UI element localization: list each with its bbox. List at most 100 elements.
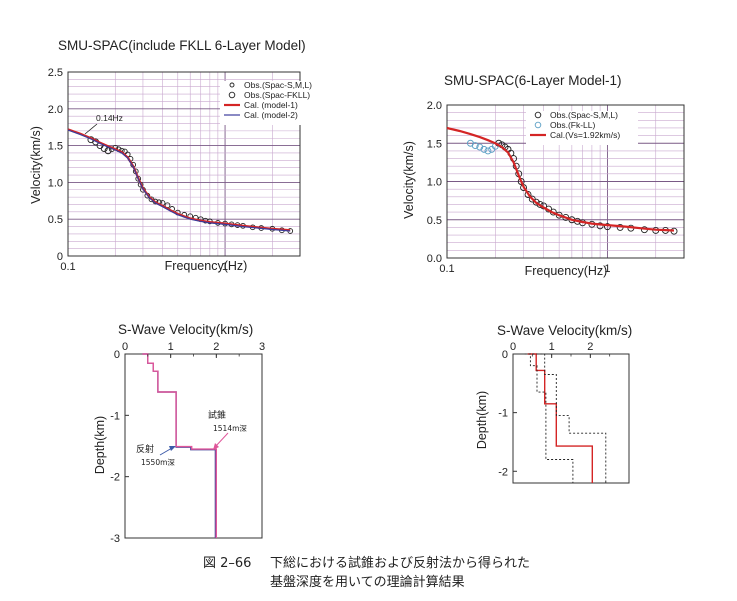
y-tick-label: 2.0 xyxy=(48,104,63,116)
x-tick-label: 1 xyxy=(604,263,610,275)
x-tick-label: 1 xyxy=(168,341,174,353)
legend-label: Cal. (model-2) xyxy=(244,110,298,120)
data-point xyxy=(484,147,492,155)
y-tick-label: -2 xyxy=(110,472,120,484)
x-tick-label: 2 xyxy=(587,341,593,353)
chart-1-ylabel: Velocity(km/s) xyxy=(29,126,43,204)
y-tick-label: -1 xyxy=(498,408,508,420)
annotation-arrow xyxy=(84,123,98,135)
chart-2-legend: Obs.(Spac-S,M,L)Obs.(Fk-LL)Cal.(Vs=1.92k… xyxy=(526,110,638,145)
arrowhead-blue xyxy=(169,446,176,451)
chart-4-ylabel: Depth(km) xyxy=(475,391,489,449)
y-tick-label: 1.0 xyxy=(427,177,442,189)
bound-profile-line xyxy=(532,353,607,483)
y-tick-label: -2 xyxy=(498,466,508,478)
legend-label: Obs.(Fk-LL) xyxy=(550,120,596,130)
legend-swatch xyxy=(534,121,542,129)
chart-1-legend: Obs.(Spac-S,M,L)Obs.(Spac-FKLL)Cal. (mod… xyxy=(220,80,334,125)
x-tick-label: 0.1 xyxy=(439,263,454,275)
legend-swatch xyxy=(228,91,236,99)
swave-chart-2: S-Wave Velocity(km/s) 0 1 2 0 -1 -2 Depth(km) xyxy=(475,323,632,484)
annotation-1550m: 1550m深 xyxy=(141,458,175,467)
y-tick-label: 2.5 xyxy=(48,67,63,79)
chart-4-ticks: 0 1 2 0 -1 -2 xyxy=(498,341,630,478)
chart-1-annotation: 0.14Hz xyxy=(84,113,123,135)
plot-frame xyxy=(512,353,630,484)
legend-label: Obs.(Spac-S,M,L) xyxy=(550,110,618,120)
chart-3-annotations: 試錐 1514m深 反射 1550m深 xyxy=(136,409,247,467)
data-point xyxy=(532,198,540,206)
chart-4-plot xyxy=(512,353,630,484)
chart-3-title: S-Wave Velocity(km/s) xyxy=(118,322,253,337)
annotation-arrow-blue xyxy=(159,447,173,456)
arrowhead-pink xyxy=(213,443,219,450)
legend-box xyxy=(526,111,638,145)
data-point xyxy=(471,142,479,149)
swave-chart-1: S-Wave Velocity(km/s) 0 1 2 3 0 -1 -2 -3 Depth(… xyxy=(93,322,265,545)
annotation-1514m: 1514m深 xyxy=(213,424,247,433)
chart-2-xlabel: Frequency(Hz) xyxy=(525,264,608,278)
x-tick-label: 1 xyxy=(222,261,228,273)
legend-swatch xyxy=(229,82,235,88)
chart-1-title: SMU-SPAC(include FKLL 6-Layer Model) xyxy=(58,38,306,53)
chart-4-title: S-Wave Velocity(km/s) xyxy=(497,323,632,338)
plot-frame xyxy=(67,71,301,257)
series-line xyxy=(67,129,291,232)
y-tick-label: -1 xyxy=(110,410,120,422)
spac-chart-1: SMU-SPAC(include FKLL 6-Layer Model) 0.1… xyxy=(29,38,334,273)
y-tick-label: 0 xyxy=(502,349,508,361)
chart-2-ticks: 0.1 1 0.0 0.5 1.0 1.5 2.0 xyxy=(427,100,611,275)
spac-chart-2: SMU-SPAC(6-Layer Model-1) 0.1 1 0.0 0.5 1.0 1… xyxy=(402,73,685,278)
annotation-014hz: 0.14Hz xyxy=(96,113,123,123)
chart-3-ylabel: Depth(km) xyxy=(93,416,107,474)
y-tick-label: 1.5 xyxy=(427,138,442,150)
data-point xyxy=(104,147,112,155)
y-tick-label: 0 xyxy=(57,251,63,263)
velocity-profile-line xyxy=(142,353,217,538)
x-tick-label: 0 xyxy=(122,341,128,353)
legend-label: Obs.(Spac-S,M,L) xyxy=(244,80,312,90)
plot-frame xyxy=(446,104,685,259)
chart-2-grid xyxy=(446,104,685,259)
data-point xyxy=(480,145,488,153)
caption-line-2: 基盤深度を用いての理論計算結果 xyxy=(270,574,465,590)
bound-profile-line xyxy=(524,353,574,483)
velocity-profile-line xyxy=(527,353,593,483)
x-tick-label: 0.1 xyxy=(60,261,75,273)
y-tick-label: -3 xyxy=(110,533,120,545)
data-point xyxy=(603,223,611,231)
y-tick-label: 0.5 xyxy=(427,215,442,227)
annotation-hansha: 反射 xyxy=(136,443,154,455)
legend-box xyxy=(220,81,334,125)
y-tick-label: 0 xyxy=(114,349,120,361)
x-tick-label: 1 xyxy=(549,341,555,353)
legend-label: Obs.(Spac-FKLL) xyxy=(244,90,310,100)
chart-2-ylabel: Velocity(km/s) xyxy=(402,141,416,219)
x-tick-label: 3 xyxy=(259,341,265,353)
chart-1-xlabel: Frequency(Hz) xyxy=(165,259,248,273)
chart-2-plot xyxy=(446,126,678,235)
caption-line-1: 下総における試錐および反射法から得られた xyxy=(270,555,530,571)
annotation-shisui: 試錐 xyxy=(208,409,226,421)
legend-label: Cal.(Vs=1.92km/s) xyxy=(550,130,620,140)
series-line xyxy=(446,126,675,232)
chart-3-ticks: 0 1 2 3 0 -1 -2 -3 xyxy=(110,341,265,545)
y-tick-label: 1.5 xyxy=(48,141,63,153)
figure-caption: 図 2–66 下総における試錐および反射法から得られた 基盤深度を用いての理論計… xyxy=(203,555,530,590)
y-tick-label: 1.0 xyxy=(48,177,63,189)
y-tick-label: 0.0 xyxy=(427,253,442,265)
annotation-arrow-pink xyxy=(214,432,229,448)
x-tick-label: 2 xyxy=(213,341,219,353)
legend-swatch xyxy=(534,111,542,119)
data-point xyxy=(476,143,484,151)
chart-1-ticks: 0.1 1 0 0.5 1.0 1.5 2.0 2.5 xyxy=(48,67,228,273)
y-tick-label: 0.5 xyxy=(48,214,63,226)
y-tick-label: 2.0 xyxy=(427,100,442,112)
data-point xyxy=(596,222,604,230)
data-point xyxy=(524,191,532,198)
chart-2-title: SMU-SPAC(6-Layer Model-1) xyxy=(444,73,622,88)
legend-label: Cal. (model-1) xyxy=(244,100,298,110)
chart-1-plot xyxy=(67,128,294,234)
caption-label: 図 2–66 xyxy=(203,556,251,571)
